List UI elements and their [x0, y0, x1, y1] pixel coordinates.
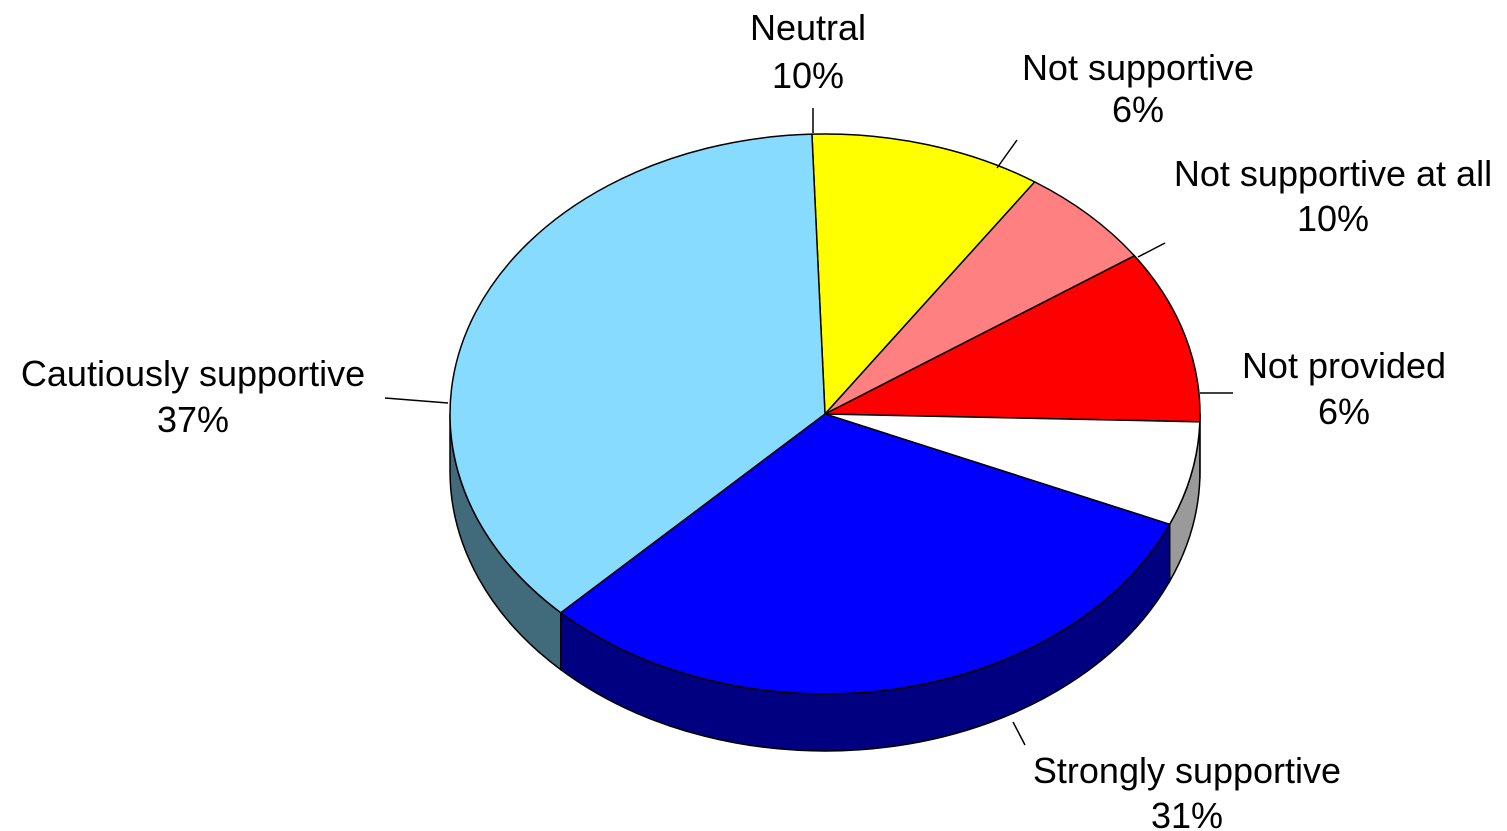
pie-slice-strongly-supportive	[560, 413, 1171, 695]
slice-percent-not-supportive: 6%	[1112, 89, 1164, 130]
slice-label-not-supportive-at-all: Not supportive at all	[1174, 153, 1492, 194]
pie-tops	[449, 133, 1201, 695]
slice-percent-not-supportive-at-all: 10%	[1297, 198, 1369, 239]
slice-percent-not-provided: 6%	[1318, 391, 1370, 432]
slice-percent-cautiously-supportive: 37%	[157, 399, 229, 440]
leader-line-strongly-supportive	[1012, 721, 1026, 746]
pie-slice-neutral	[811, 133, 1036, 415]
leader-line-cautiously-supportive	[384, 397, 449, 404]
leader-line-not-supportive	[996, 139, 1018, 169]
slice-label-not-provided: Not provided	[1242, 345, 1446, 386]
pie-slice-not-provided	[824, 413, 1201, 526]
slice-label-not-supportive: Not supportive	[1022, 47, 1254, 88]
leader-line-not-supportive-at-all	[1137, 242, 1166, 258]
pie-slice-not-supportive-at-all	[824, 255, 1201, 423]
slice-label-cautiously-supportive: Cautiously supportive	[21, 353, 365, 394]
slice-label-neutral: Neutral	[750, 7, 866, 48]
slice-percent-strongly-supportive: 31%	[1151, 795, 1223, 831]
pie-leader-lines	[384, 108, 1233, 746]
slice-percent-neutral: 10%	[772, 55, 844, 96]
pie-slice-not-supportive	[824, 181, 1136, 415]
pie-slice-cautiously-supportive	[449, 133, 826, 614]
slice-label-strongly-supportive: Strongly supportive	[1033, 750, 1341, 791]
